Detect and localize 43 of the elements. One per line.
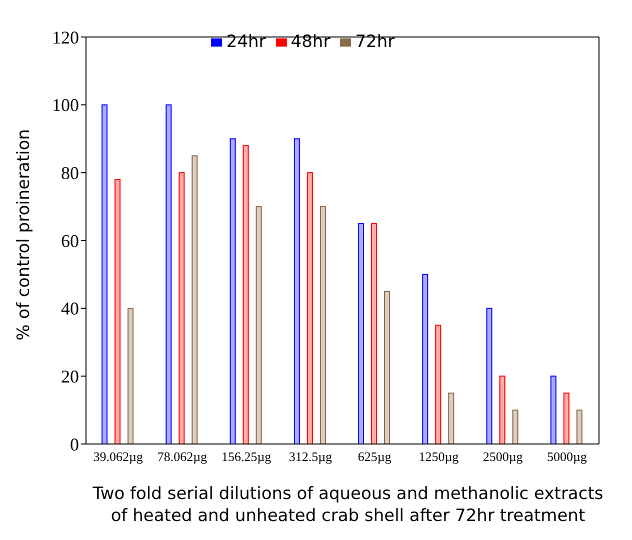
x-tick-label: 5000µg <box>546 449 588 464</box>
bar <box>384 290 390 444</box>
bar <box>102 104 108 444</box>
bar <box>294 138 300 444</box>
legend-label: 72hr <box>355 32 395 52</box>
bar <box>512 410 518 444</box>
y-tick-label: 120 <box>52 27 79 48</box>
bar <box>320 206 326 444</box>
x-tick-label: 2500µg <box>482 449 524 464</box>
bar <box>563 392 570 444</box>
y-tick-label: 0 <box>70 434 79 454</box>
x-tick-label: 1250µg <box>418 449 460 464</box>
bar <box>576 410 582 444</box>
bar <box>192 155 198 444</box>
bar <box>178 172 185 444</box>
x-axis-title: Two fold serial dilutions of aqueous and methanolic extracts of heated and unheated crab shell after 72hr treatment <box>92 483 604 527</box>
bar <box>230 138 236 444</box>
x-tick-label: 312.5µg <box>288 449 333 464</box>
x-tick-label: 39.062µg <box>93 449 144 464</box>
bar <box>166 104 172 444</box>
legend-label: 24hr <box>226 32 266 52</box>
bar <box>242 145 249 444</box>
x-tick-label: 156.25µg <box>221 449 272 464</box>
bar <box>114 178 121 444</box>
bar <box>256 206 262 444</box>
bar <box>435 324 442 444</box>
bar <box>371 223 378 444</box>
bar <box>306 172 313 444</box>
y-tick-label: 20 <box>61 366 79 387</box>
y-tick-label: 60 <box>61 230 79 251</box>
x-tick-label: 78.062µg <box>157 449 208 464</box>
bar <box>499 376 506 444</box>
y-tick-label: 100 <box>52 95 79 116</box>
y-tick-label: 80 <box>61 163 79 184</box>
y-tick-label: 40 <box>61 298 79 319</box>
bar <box>422 274 428 444</box>
x-tick-label: 625µg <box>358 449 392 464</box>
bar <box>550 376 556 444</box>
bar <box>486 308 492 444</box>
bar <box>448 392 454 444</box>
y-axis-title: % of control proineration <box>14 129 34 340</box>
bar <box>128 308 134 444</box>
bar <box>358 223 364 444</box>
